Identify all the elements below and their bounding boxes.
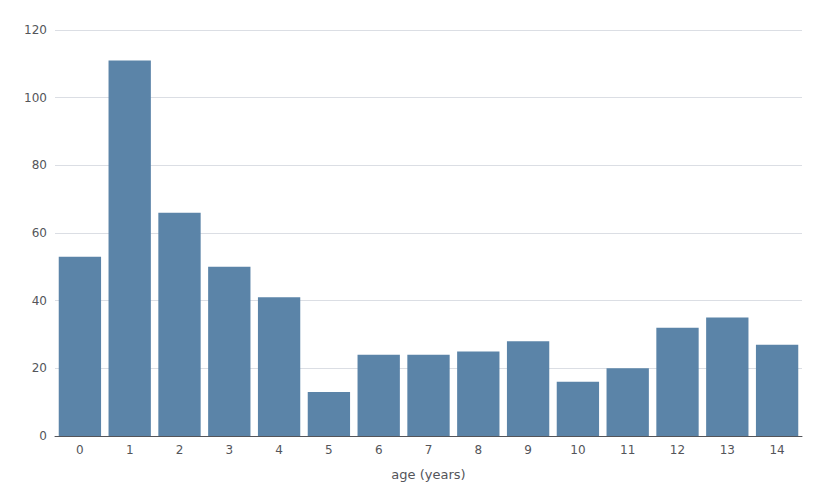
svg-text:0: 0 xyxy=(39,429,47,443)
svg-text:100: 100 xyxy=(24,91,47,105)
svg-text:9: 9 xyxy=(524,443,532,457)
svg-text:14: 14 xyxy=(769,443,784,457)
svg-text:2: 2 xyxy=(176,443,184,457)
svg-text:age (years): age (years) xyxy=(391,467,465,482)
svg-text:13: 13 xyxy=(720,443,735,457)
svg-text:3: 3 xyxy=(225,443,233,457)
svg-text:12: 12 xyxy=(670,443,685,457)
svg-text:60: 60 xyxy=(32,226,47,240)
svg-text:10: 10 xyxy=(570,443,585,457)
svg-text:80: 80 xyxy=(32,158,47,172)
svg-text:8: 8 xyxy=(474,443,482,457)
svg-text:0: 0 xyxy=(76,443,84,457)
svg-text:4: 4 xyxy=(275,443,283,457)
svg-text:11: 11 xyxy=(620,443,635,457)
svg-text:6: 6 xyxy=(375,443,383,457)
svg-text:7: 7 xyxy=(425,443,433,457)
svg-text:5: 5 xyxy=(325,443,333,457)
svg-text:40: 40 xyxy=(32,294,47,308)
svg-text:1: 1 xyxy=(126,443,134,457)
svg-text:120: 120 xyxy=(24,23,47,37)
svg-text:20: 20 xyxy=(32,361,47,375)
